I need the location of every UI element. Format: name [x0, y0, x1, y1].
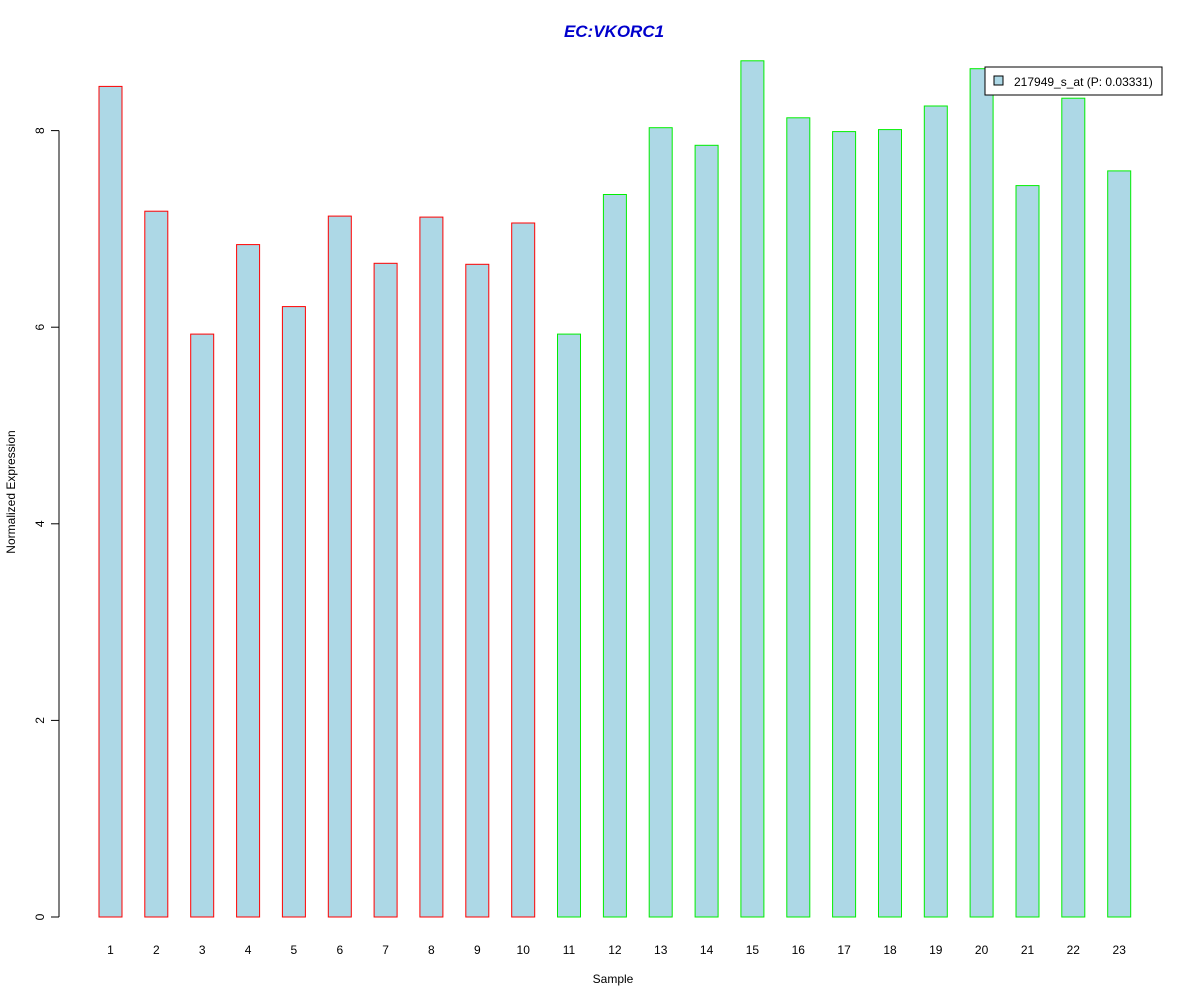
x-tick-label: 20 [975, 943, 989, 957]
legend-label: 217949_s_at (P: 0.03331) [1014, 75, 1153, 89]
bar-sample-13 [648, 127, 673, 918]
x-tick-label: 15 [746, 943, 760, 957]
bar-sample-9 [465, 263, 490, 918]
chart-title: EC:VKORC1 [564, 22, 664, 41]
bar-sample-16 [786, 117, 811, 918]
x-tick-label: 11 [563, 943, 576, 957]
x-tick-label: 19 [929, 943, 943, 957]
bar-sample-5 [281, 306, 306, 918]
bar-sample-19 [923, 105, 948, 918]
bar-sample-8 [419, 216, 444, 918]
bar-sample-12 [602, 194, 627, 918]
x-tick-label: 12 [608, 943, 622, 957]
x-tick-label: 3 [199, 943, 206, 957]
legend-box [984, 66, 1163, 96]
y-axis: 0 2 4 6 8 [33, 127, 60, 920]
x-tick-label: 23 [1113, 943, 1127, 957]
bar-sample-18 [878, 129, 902, 918]
x-tick-label: 21 [1021, 943, 1035, 957]
x-tick-label: 18 [883, 943, 897, 957]
y-axis-label: Normalized Expression [4, 430, 18, 553]
x-tick-label: 22 [1067, 943, 1081, 957]
x-tick-label: 16 [792, 943, 806, 957]
bar-sample-2 [144, 210, 169, 918]
x-tick-label: 8 [428, 943, 435, 957]
legend: 217949_s_at (P: 0.03331) [984, 66, 1163, 96]
bar-sample-21 [1015, 185, 1040, 918]
bar-sample-6 [327, 215, 352, 918]
bar-sample-4 [236, 244, 261, 918]
bar-sample-22 [1061, 97, 1086, 918]
x-tick-label: 13 [654, 943, 668, 957]
legend-swatch [993, 75, 1004, 86]
x-tick-label: 1 [107, 943, 114, 957]
y-tick-label: 6 [33, 324, 47, 331]
bar-sample-7 [373, 262, 398, 918]
x-tick-label: 9 [474, 943, 481, 957]
bar-sample-11 [557, 333, 581, 918]
bar-sample-10 [511, 222, 536, 918]
x-tick-label: 4 [245, 943, 252, 957]
x-tick-label: 2 [153, 943, 160, 957]
x-axis-label: Sample [593, 972, 634, 986]
bar-sample-3 [190, 333, 215, 918]
bar-sample-1 [98, 85, 123, 918]
x-tick-label: 7 [382, 943, 389, 957]
x-tick-label: 5 [291, 943, 298, 957]
x-tick-labels: 1 2 3 4 5 6 7 8 9 10 11 12 13 14 15 16 17 18 19 20 21 22 23 [107, 943, 1126, 957]
bars-group [98, 60, 1132, 918]
x-tick-label: 17 [837, 943, 851, 957]
y-tick-label: 0 [33, 913, 47, 920]
x-tick-label: 6 [336, 943, 343, 957]
x-tick-label: 10 [517, 943, 531, 957]
bar-sample-14 [694, 144, 719, 918]
bar-sample-15 [740, 60, 765, 918]
x-tick-label: 14 [700, 943, 714, 957]
y-tick-label: 4 [33, 520, 47, 527]
y-tick-label: 2 [33, 717, 47, 724]
bar-sample-20 [969, 68, 994, 918]
y-tick-label: 8 [33, 127, 47, 134]
bar-sample-17 [832, 131, 857, 918]
bar-sample-23 [1107, 170, 1132, 918]
